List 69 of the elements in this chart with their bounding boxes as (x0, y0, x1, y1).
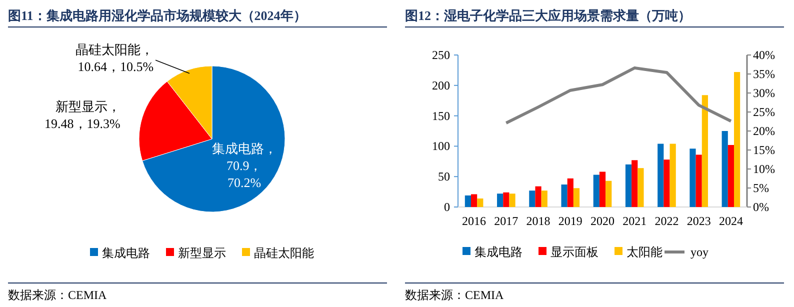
bar (664, 160, 670, 207)
y2-tick-label: 15% (753, 143, 775, 157)
source-note: 数据来源：CEMIA (405, 288, 504, 302)
y-tick-label: 100 (432, 139, 450, 154)
y-tick-label: 150 (432, 108, 450, 123)
bar (471, 194, 478, 207)
bar (625, 164, 632, 207)
bar (690, 148, 696, 207)
y2-tick-label: 30% (753, 86, 775, 100)
bar (477, 198, 484, 207)
bar (670, 144, 676, 207)
bar (573, 188, 580, 207)
bar (529, 190, 536, 207)
category-label: 晶硅太阳能， (76, 42, 154, 58)
legend-label: 显示面板 (550, 245, 598, 259)
x-tick-label: 2018 (526, 214, 550, 228)
bar (702, 95, 708, 207)
bar (541, 190, 548, 207)
bar (509, 194, 516, 207)
bar (722, 131, 728, 207)
y2-tick-label: 5% (753, 181, 769, 195)
legend-label: 集成电路 (474, 245, 522, 259)
category-label: 集成电路， (212, 140, 277, 156)
x-tick-label: 2019 (558, 214, 582, 228)
x-tick-label: 2020 (590, 214, 614, 228)
bar (728, 144, 734, 207)
bar (599, 172, 606, 207)
x-tick-label: 2021 (622, 214, 647, 228)
y-tick-label: 250 (432, 48, 450, 62)
y2-tick-label: 10% (753, 162, 775, 176)
bar (561, 184, 568, 207)
legend-label: yoy (690, 245, 708, 259)
bar (535, 186, 542, 207)
text: 10.64，10.5% (78, 59, 154, 74)
category-label: 新型显示， (55, 98, 120, 114)
y2-tick-label: 0% (753, 200, 769, 214)
legend-label: 晶硅太阳能 (254, 246, 314, 260)
x-tick-label: 2017 (494, 214, 518, 228)
legend-label: 新型显示 (178, 246, 226, 260)
y-tick-label: 50 (438, 170, 450, 184)
y-tick-label: 0 (444, 200, 450, 214)
bar (734, 72, 740, 207)
legend-label: 太阳能 (626, 245, 662, 259)
line-series (504, 66, 732, 125)
chart-title: 图12：湿电子化学品三大应用场景需求量（万吨） (405, 8, 691, 23)
text: 19.48，19.3% (44, 116, 120, 131)
y-tick-label: 200 (432, 78, 450, 92)
y2-tick-label: 35% (753, 67, 775, 81)
bar (567, 178, 574, 207)
bar (606, 180, 612, 207)
y2-tick-label: 25% (753, 105, 775, 119)
bar (497, 194, 504, 207)
bar (696, 154, 702, 207)
legend-label: 集成电路 (102, 246, 150, 260)
y2-tick-label: 40% (753, 48, 775, 62)
x-tick-label: 2024 (718, 214, 743, 228)
bar (658, 144, 664, 207)
bar (503, 192, 510, 207)
x-tick-label: 2016 (462, 214, 486, 228)
bar (638, 168, 644, 207)
y2-tick-label: 20% (753, 124, 775, 138)
chart-title: 图11：集成电路用湿化学品市场规模较大（2024年） (8, 8, 306, 23)
source-note: 数据来源：CEMIA (8, 288, 107, 302)
bar (632, 160, 638, 207)
text: 70.9， 70.2% (226, 158, 262, 190)
x-tick-label: 2022 (654, 214, 679, 228)
x-tick-label: 2023 (686, 214, 711, 228)
bar (593, 174, 600, 207)
bar (464, 195, 472, 207)
